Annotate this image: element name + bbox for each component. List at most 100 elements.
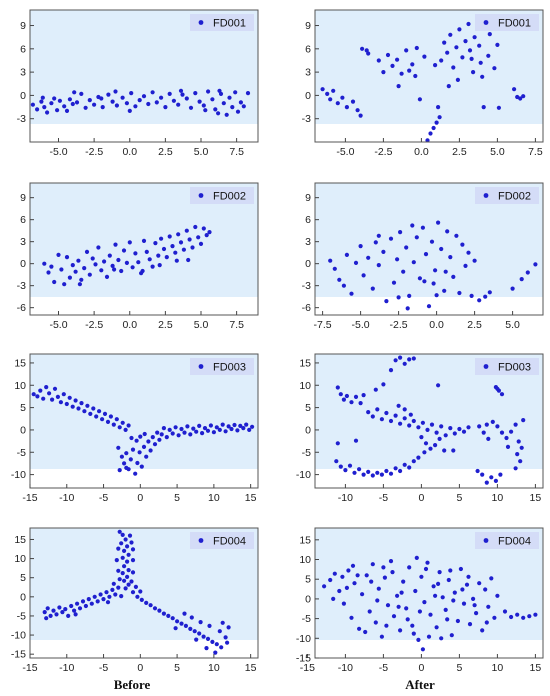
data-point xyxy=(519,277,524,282)
legend-box xyxy=(475,14,539,31)
data-point xyxy=(46,270,51,275)
plot-frame xyxy=(314,353,544,489)
data-point xyxy=(466,21,471,27)
data-point xyxy=(130,558,136,563)
data-point xyxy=(191,426,196,431)
legend-label: FD003 xyxy=(213,362,246,374)
data-point xyxy=(98,592,103,597)
data-point xyxy=(119,594,124,599)
x-tick-label: 0.0 xyxy=(414,146,429,158)
legend-marker xyxy=(198,20,204,25)
data-point xyxy=(117,529,122,534)
data-point xyxy=(325,91,330,96)
y-tick-label: 5 xyxy=(305,402,311,414)
y-tick-label: 0 xyxy=(20,90,26,102)
data-point xyxy=(363,629,368,635)
data-point xyxy=(194,637,199,642)
data-point xyxy=(370,562,375,567)
data-point xyxy=(144,249,149,254)
data-point xyxy=(59,267,64,272)
data-point xyxy=(90,256,95,261)
data-point xyxy=(139,597,144,603)
data-point xyxy=(70,404,75,409)
data-point xyxy=(381,70,386,75)
data-point xyxy=(396,403,401,408)
data-point xyxy=(458,566,463,572)
data-point xyxy=(398,230,403,235)
data-point xyxy=(422,279,427,284)
data-point xyxy=(341,397,346,402)
data-point xyxy=(125,574,130,580)
data-point xyxy=(108,414,113,419)
legend-label: FD001 xyxy=(498,18,531,30)
data-point xyxy=(182,611,187,616)
x-tick-label: 5 xyxy=(456,662,462,674)
data-point xyxy=(461,601,467,606)
data-point xyxy=(87,98,92,103)
data-point xyxy=(200,431,205,436)
x-tick-label: 15 xyxy=(530,662,542,674)
data-point xyxy=(40,95,45,100)
data-point xyxy=(44,616,49,621)
data-point xyxy=(328,258,333,263)
y-tick-label: 3 xyxy=(20,67,26,79)
x-tick-label: -5 xyxy=(379,662,388,674)
data-point xyxy=(134,438,139,443)
data-point xyxy=(64,401,69,407)
x-tick-label: -5 xyxy=(99,662,108,674)
data-point xyxy=(340,574,345,579)
data-point xyxy=(142,431,147,437)
data-point xyxy=(495,386,500,391)
data-point xyxy=(49,264,54,269)
data-point xyxy=(64,108,70,113)
legend: FD003 xyxy=(475,358,539,375)
data-point xyxy=(146,101,151,107)
data-point xyxy=(124,451,129,456)
data-point xyxy=(361,273,366,278)
data-point xyxy=(102,259,107,264)
x-tick-label: 0.0 xyxy=(429,319,444,331)
data-point xyxy=(128,457,133,462)
data-point xyxy=(484,422,489,427)
data-point xyxy=(480,74,485,79)
legend: FD001 xyxy=(190,14,254,31)
data-point xyxy=(94,414,99,419)
data-point xyxy=(505,444,511,449)
data-point xyxy=(413,73,418,79)
data-point xyxy=(466,425,471,430)
data-point xyxy=(460,55,465,60)
plot-frame xyxy=(29,182,259,316)
data-point xyxy=(164,255,169,260)
data-point xyxy=(226,625,231,630)
data-point xyxy=(480,472,485,477)
data-point xyxy=(404,245,409,250)
data-point xyxy=(439,424,444,429)
data-point xyxy=(334,459,339,464)
data-point xyxy=(410,62,415,67)
data-point xyxy=(54,612,59,617)
data-point xyxy=(440,595,445,600)
panel-2: -5.0 -2.5 0.0 2.5 5.0 7.5 -3 0 3 6 9 FD001 xyxy=(302,9,544,158)
data-point xyxy=(45,606,50,611)
data-point xyxy=(188,626,193,632)
data-point xyxy=(436,383,441,388)
data-point xyxy=(428,131,433,136)
data-point xyxy=(42,610,47,615)
data-point xyxy=(373,240,378,245)
data-point xyxy=(337,277,342,282)
data-point xyxy=(396,84,401,89)
data-point xyxy=(353,394,359,399)
data-point xyxy=(124,465,129,470)
data-point xyxy=(384,623,389,628)
y-tick-label: -3 xyxy=(302,113,311,125)
data-point xyxy=(31,392,36,397)
data-point xyxy=(123,537,128,542)
data-point xyxy=(119,454,124,459)
y-tick-label: -3 xyxy=(302,280,311,292)
data-point xyxy=(426,304,432,309)
y-tick-label: 0 xyxy=(305,258,311,270)
data-point xyxy=(331,88,336,93)
data-point xyxy=(352,470,357,475)
data-point xyxy=(201,226,206,231)
legend-marker xyxy=(483,20,489,25)
